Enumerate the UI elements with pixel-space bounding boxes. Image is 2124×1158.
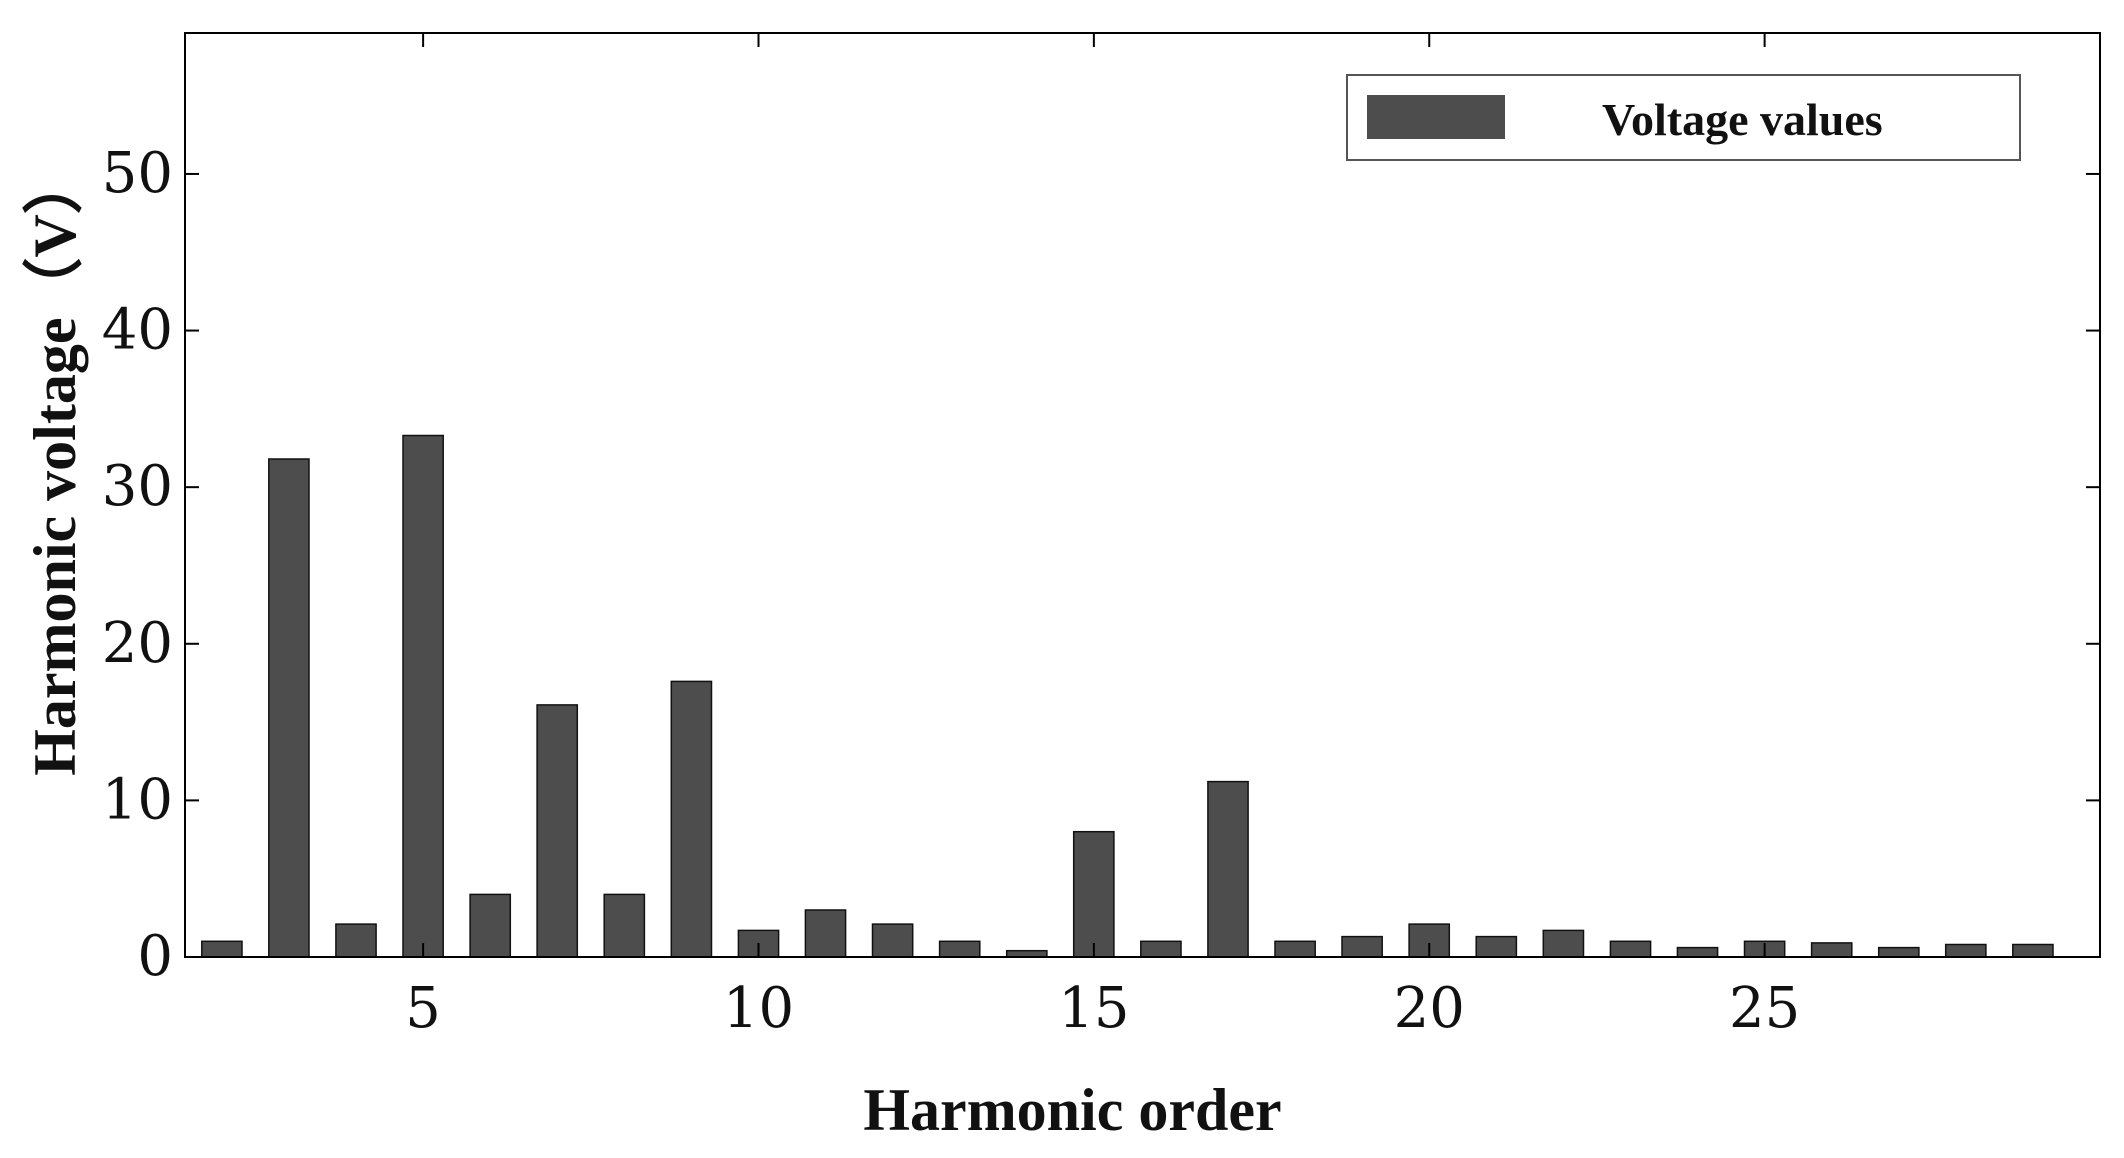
bar-harmonic-28	[1944, 943, 1987, 958]
bar-harmonic-12	[871, 923, 914, 958]
bar-harmonic-29	[2012, 943, 2054, 958]
y-tick-label: 10	[102, 767, 173, 832]
bar-harmonic-2	[201, 940, 243, 958]
x-tick-label: 25	[1729, 976, 1800, 1041]
bar-harmonic-21	[1475, 935, 1518, 958]
bar-harmonic-11	[804, 909, 847, 958]
legend-box	[1346, 74, 2021, 161]
x-tick-label: 10	[723, 976, 794, 1041]
bars-layer	[201, 434, 2054, 958]
y-axis-title: Harmonic voltage（V）	[21, 154, 88, 776]
bar-harmonic-9	[670, 680, 713, 958]
bar-harmonic-4	[335, 923, 377, 958]
tick-labels-layer: 5 10 15 20 25 0 10 20 30 40 50	[102, 141, 1801, 1041]
legend-label: Voltage values	[1602, 94, 1883, 145]
bar-harmonic-18	[1274, 940, 1316, 958]
plot-frame	[184, 32, 2101, 958]
bar-harmonic-19	[1341, 935, 1383, 958]
bar-harmonic-17	[1207, 780, 1249, 958]
ticks-layer	[185, 33, 2100, 958]
bar-harmonic-15	[1072, 830, 1115, 958]
legend-swatch	[1367, 95, 1505, 139]
y-tick-label: 40	[102, 298, 173, 363]
x-axis-title: Harmonic order	[863, 1077, 1281, 1143]
x-tick-label: 15	[1058, 976, 1129, 1041]
bar-harmonic-26	[1810, 942, 1853, 958]
bar-harmonic-13	[938, 940, 981, 958]
y-tick-label: 30	[102, 454, 173, 519]
y-tick-label: 0	[137, 924, 173, 989]
bar-harmonic-7	[536, 704, 579, 958]
bar-harmonic-24	[1676, 946, 1719, 958]
bar-harmonic-16	[1140, 940, 1182, 958]
y-tick-label: 20	[102, 611, 173, 676]
bar-harmonic-8	[603, 893, 646, 958]
bar-harmonic-6	[469, 893, 512, 958]
y-tick-label: 50	[102, 141, 173, 206]
x-tick-label: 5	[405, 976, 441, 1041]
bar-harmonic-23	[1609, 940, 1652, 958]
bar-harmonic-3	[268, 458, 310, 958]
bar-harmonic-22	[1542, 929, 1585, 958]
bar-harmonic-27	[1877, 946, 1920, 958]
legend: Voltage values	[1346, 74, 2021, 161]
bar-harmonic-5	[402, 434, 444, 958]
x-tick-label: 20	[1394, 976, 1465, 1041]
